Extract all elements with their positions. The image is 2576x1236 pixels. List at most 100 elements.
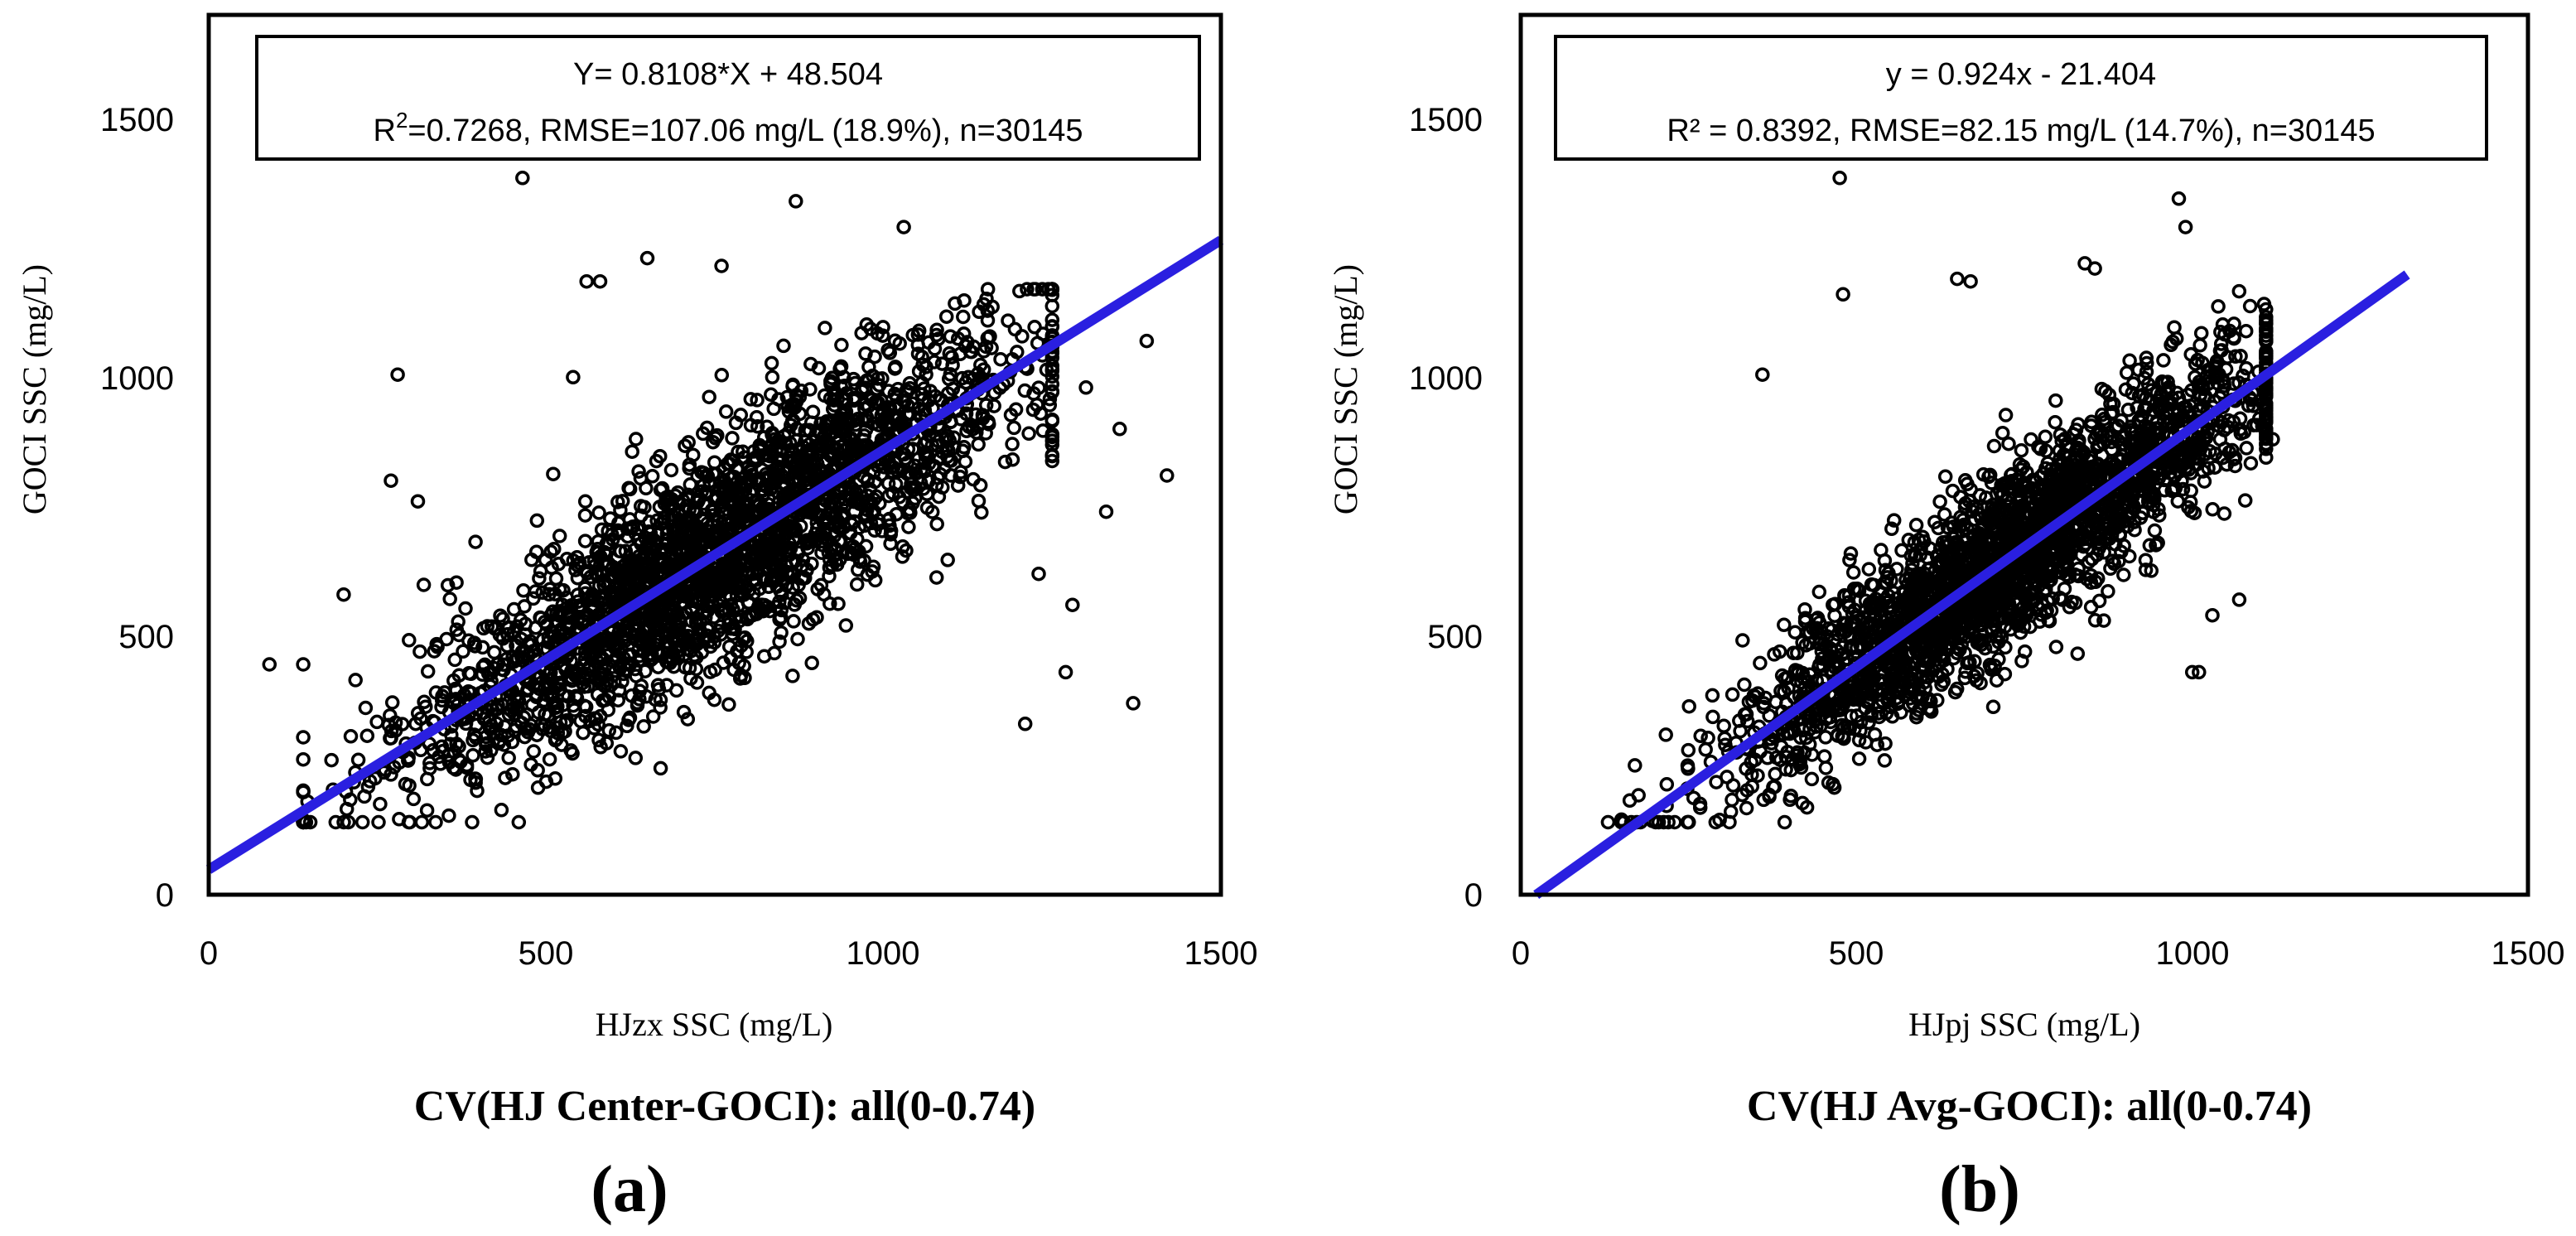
panel-a-data-point [591,674,606,689]
panel-a-data-point [737,476,753,491]
panel-a-data-point [579,273,594,289]
panel-a-data-point [881,488,896,504]
panel-a-data-point [756,649,772,664]
panel-a-data-point [676,704,692,720]
panel-a-data-point [902,380,918,396]
panel-b-data-point [2138,553,2154,567]
panel-a-fit-line [205,235,1224,874]
panel-a-data-point [552,529,567,543]
panel-a-data-point [617,583,633,598]
panel-a-data-point [1012,283,1027,299]
panel-a-data-point [736,577,750,592]
panel-a-equation: Y= 0.8108*X + 48.504 [573,57,883,92]
panel-a-data-point [902,375,918,391]
panel-a-data-point [570,571,586,586]
panel-a-data-point [610,525,626,541]
panel-a-data-point [682,660,697,675]
panel-a-data-point [528,544,544,559]
panel-a-data-point [760,529,775,545]
panel-a-data-point [520,681,536,696]
panel-a-data-point [566,369,581,385]
panel-b-data-point [1753,655,1768,671]
panel-a-data-point [444,727,459,742]
panel-a-data-point [846,371,861,387]
panel-a-data-point [494,803,509,818]
panel-a-data-point [803,356,818,372]
panel-b-data-point [2038,429,2053,445]
panel-a-data-point [706,582,721,597]
panel-a-data-point [458,601,473,616]
panel-a-data-point [677,647,692,663]
panel-a-data-point [736,659,751,674]
panel-a-data-point [743,392,759,407]
panel-a-data-point [659,526,675,542]
panel-a-data-point [760,496,776,512]
panel-a-data-point [601,702,616,717]
panel-a-data-point [741,565,756,580]
panel-a-data-point [713,627,728,642]
panel-a-data-point [978,398,994,413]
panel-a-data-point [466,732,480,748]
panel-b-data-point [1777,617,1792,633]
panel-a-data-point [721,617,736,632]
panel-a-data-point [929,516,944,532]
panel-b-data-point [2127,522,2142,538]
panel-a-data-point [770,542,786,558]
panel-a-data-point [478,744,493,759]
panel-b-data-point [2122,353,2137,369]
panel-a-data-point [480,750,495,765]
panel-b-data-point [1867,727,1883,742]
panel-a-data-point [516,583,531,598]
panel-a-data-point [711,570,726,585]
panel-a-data-point [740,459,756,474]
panel-a-data-point [762,448,778,464]
panel-a-data-point [368,770,383,786]
panel-a-ytick-label: 1500 [100,102,174,138]
panel-a-data-point [888,360,903,374]
panel-a-data-point [549,606,564,620]
panel-a-data-point [743,418,759,433]
panel-a-data-point [633,471,649,486]
panel-a-data-point [557,724,572,739]
panel-a-data-point [1026,282,1041,297]
panel-a-data-point [402,633,417,648]
panel-a-data-point [972,304,987,320]
panel-a-data-point [721,697,736,712]
panel-a-data-point [858,346,873,361]
panel-a-data-point [384,695,400,710]
panel-a-data-point [838,404,854,419]
panel-a-data-point [495,631,510,646]
panel-b-data-point [2048,640,2064,654]
panel-b-data-point [1877,753,1893,768]
panel-a-data-point [390,367,405,382]
panel-b-data-point [1815,651,1830,666]
panel-a-data-point [822,506,837,522]
panel-a-data-point [1001,313,1015,328]
panel-a-ytick-label: 500 [118,619,174,655]
panel-a-data-point [673,554,689,569]
panel-a-data-point [710,427,725,443]
panel-a-data-point [577,508,593,523]
panel-a-data-point [757,597,772,613]
panel-a-data-point [740,611,755,627]
panel-a-data-point [1044,298,1060,314]
panel-a-data-point [570,594,586,610]
panel-a-data-point [484,619,499,635]
panel-b-data-point [1716,718,1731,734]
panel-b-data-point [1866,577,1882,593]
panel-a-data-point [1021,426,1036,442]
panel-a-data-point [911,364,927,379]
panel-a-data-point [750,393,765,408]
panel-a-data-point [1044,447,1060,463]
panel-a-data-point [691,490,706,505]
panel-a-data-point [428,814,443,830]
panel-a-data-point [357,789,372,804]
panel-a-data-point [576,725,591,741]
panel-a-data-point [641,524,656,540]
panel-a-data-point [621,480,636,495]
panel-a-data-point [880,342,895,358]
panel-a-data-point [818,321,832,336]
panel-b-data-point [1735,633,1750,648]
panel-a-data-point [484,674,499,688]
